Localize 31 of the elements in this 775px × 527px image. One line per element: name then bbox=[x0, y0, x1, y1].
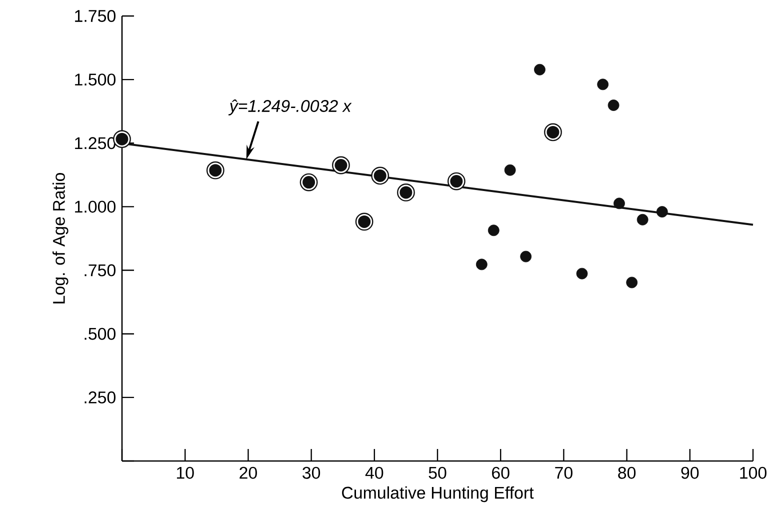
point bbox=[520, 250, 532, 262]
x-tick-label: 50 bbox=[428, 466, 446, 479]
x-tick-label: 90 bbox=[681, 466, 699, 479]
x-tick-label: 30 bbox=[302, 466, 320, 479]
point bbox=[597, 78, 609, 90]
point bbox=[504, 164, 516, 176]
y-axis-title: Log. of Age Ratio bbox=[52, 173, 68, 304]
y-tick-label: 1.000 bbox=[75, 200, 116, 213]
x-tick-label: 70 bbox=[555, 466, 572, 479]
point bbox=[534, 64, 546, 76]
x-tick-label: 100 bbox=[740, 466, 766, 479]
y-tick-label: .750 bbox=[84, 264, 116, 276]
point bbox=[614, 198, 625, 210]
point bbox=[608, 100, 620, 111]
point bbox=[488, 224, 500, 236]
annotation: ŷ=1.249-.0032 x bbox=[228, 99, 352, 116]
point bbox=[636, 214, 648, 226]
x-tick-label: 10 bbox=[176, 466, 194, 479]
x-tick-label: 40 bbox=[365, 466, 384, 479]
x-tick-label: 20 bbox=[240, 466, 257, 479]
y-tick-label: 1.500 bbox=[75, 74, 116, 86]
x-tick-label: 60 bbox=[492, 466, 510, 479]
x-axis-title: Cumulative Hunting Effort bbox=[342, 486, 534, 502]
point bbox=[476, 258, 488, 270]
point bbox=[656, 206, 668, 218]
y-tick-label: .250 bbox=[84, 391, 116, 404]
y-tick-label: 1.750 bbox=[75, 10, 116, 22]
point bbox=[576, 268, 588, 280]
x-tick-label: 80 bbox=[618, 466, 636, 479]
y-tick-label: .500 bbox=[84, 328, 116, 340]
point bbox=[626, 276, 638, 288]
